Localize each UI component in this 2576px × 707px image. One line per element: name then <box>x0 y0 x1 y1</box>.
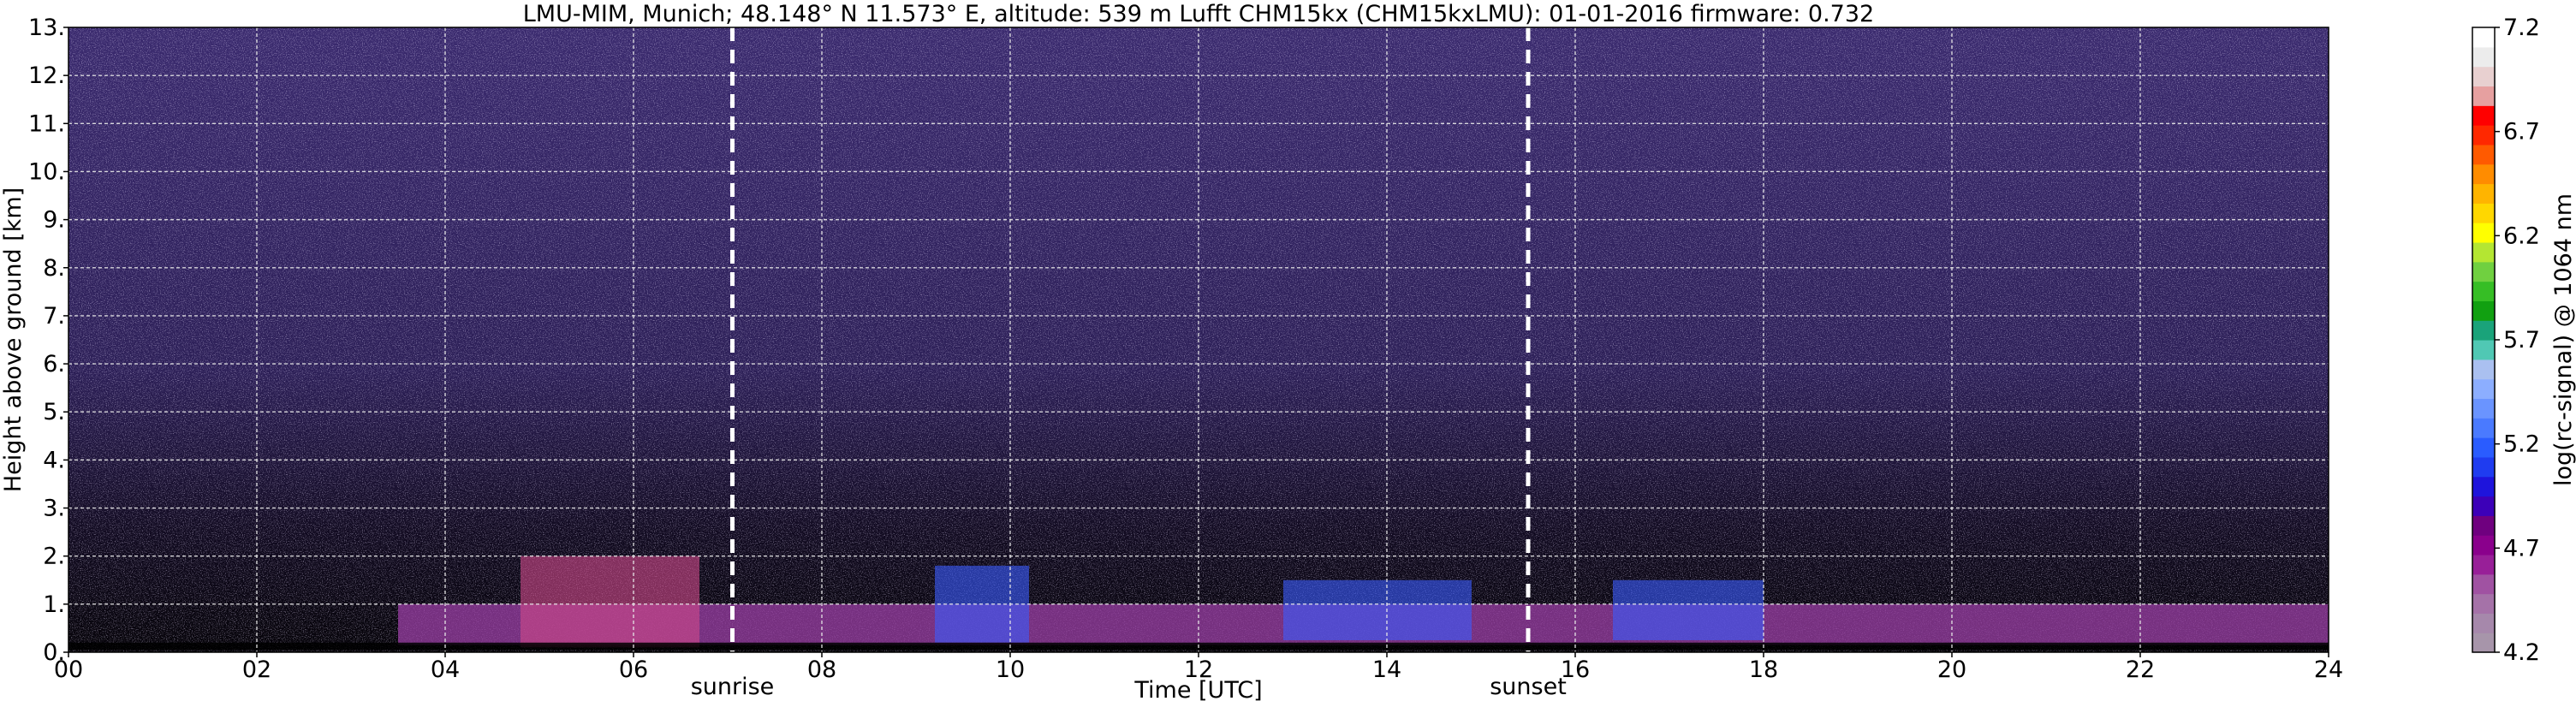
colorbar-segment <box>2472 203 2495 223</box>
colorbar-segment <box>2472 340 2495 360</box>
x-tick-label: 06 <box>619 656 648 683</box>
grid-lines <box>68 27 2329 652</box>
y-axis-label: Height above ground [km] <box>0 187 27 492</box>
colorbar-tick-label: 6.7 <box>2503 119 2540 146</box>
colorbar-segment <box>2472 46 2495 68</box>
y-tick-label: 3. <box>43 496 65 522</box>
x-axis-ticks: 00 02 04 06 08 10 12 14 16 18 20 22 24 <box>54 652 2343 683</box>
x-tick-label: 18 <box>1749 656 1778 683</box>
colorbar-segment <box>2472 320 2495 341</box>
y-tick-label: 4. <box>43 447 65 473</box>
chart-title: LMU-MIM, Munich; 48.148° N 11.573° E, al… <box>523 1 1874 27</box>
sunrise-label: sunrise <box>691 674 775 700</box>
y-tick-label: 12. <box>28 62 65 89</box>
colorbar-segment <box>2472 398 2495 419</box>
colorbar-ticks: 4.2 4.7 5.2 5.7 6.2 6.7 7.2 <box>2495 15 2540 666</box>
colorbar-segment <box>2472 261 2495 282</box>
colorbar-segment <box>2472 163 2495 185</box>
colorbar-segment <box>2472 27 2495 48</box>
x-tick-label: 14 <box>1372 656 1401 683</box>
y-tick-label: 1. <box>43 591 65 618</box>
colorbar-segment <box>2472 241 2495 263</box>
colorbar-segment <box>2472 515 2495 536</box>
colorbar-segment <box>2472 144 2495 165</box>
y-tick-label: 2. <box>43 544 65 570</box>
sun-marker-labels: sunrise sunset <box>691 674 1567 700</box>
y-tick-label: 0. <box>43 639 65 666</box>
colorbar <box>2472 27 2495 653</box>
colorbar-segment <box>2472 183 2495 204</box>
colorbar-segment <box>2472 535 2495 556</box>
colorbar-segment <box>2472 437 2495 458</box>
colorbar-segment <box>2472 125 2495 146</box>
x-tick-label: 16 <box>1561 656 1590 683</box>
x-tick-label: 04 <box>431 656 460 683</box>
y-tick-label: 7. <box>43 303 65 330</box>
colorbar-segment <box>2472 633 2495 653</box>
colorbar-segment <box>2472 359 2495 380</box>
colorbar-segment <box>2472 593 2495 614</box>
colorbar-segment <box>2472 300 2495 321</box>
colorbar-segment <box>2472 456 2495 478</box>
colorbar-segment <box>2472 105 2495 126</box>
colorbar-segment <box>2472 223 2495 243</box>
y-axis-ticks: 0. 1. 2. 3. 4. 5. 6. 7. 8. 9. 10. 11. 12. 13. <box>28 15 68 666</box>
heatmap-region <box>521 556 699 648</box>
x-tick-label: 22 <box>2126 656 2155 683</box>
colorbar-segment <box>2472 281 2495 301</box>
colorbar-segment <box>2472 378 2495 400</box>
colorbar-segment <box>2472 66 2495 87</box>
heatmap-region <box>1283 579 1472 640</box>
x-tick-label: 24 <box>2314 656 2343 683</box>
sun-markers <box>730 27 1531 652</box>
sunset-label: sunset <box>1490 674 1567 700</box>
colorbar-segment <box>2472 496 2495 516</box>
x-tick-label: 12 <box>1184 656 1213 683</box>
heatmap-region <box>1613 579 1764 640</box>
y-tick-label: 9. <box>43 207 65 234</box>
colorbar-tick-label: 5.7 <box>2503 327 2540 354</box>
colorbar-segment <box>2472 554 2495 575</box>
colorbar-tick-label: 6.2 <box>2503 223 2540 249</box>
y-tick-label: 13. <box>28 15 65 41</box>
plot-area <box>68 27 2329 652</box>
colorbar-tick-label: 7.2 <box>2503 15 2540 41</box>
x-tick-label: 10 <box>996 656 1025 683</box>
x-tick-label: 08 <box>807 656 836 683</box>
colorbar-segment <box>2472 613 2495 633</box>
colorbar-tick-label: 5.2 <box>2503 431 2540 458</box>
colorbar-tick-label: 4.2 <box>2503 639 2540 666</box>
x-tick-label: 20 <box>1937 656 1966 683</box>
colorbar-tick-label: 4.7 <box>2503 535 2540 561</box>
y-tick-label: 5. <box>43 399 65 425</box>
x-tick-label: 02 <box>242 656 271 683</box>
colorbar-segment <box>2472 476 2495 497</box>
colorbar-segment <box>2472 418 2495 438</box>
x-tick-label: 00 <box>54 656 83 683</box>
y-tick-label: 8. <box>43 255 65 282</box>
y-tick-label: 11. <box>28 110 65 137</box>
colorbar-segment <box>2472 86 2495 106</box>
colorbar-label: log(rc-signal) @ 1064 nm <box>2550 193 2576 486</box>
x-axis-label: Time [UTC] <box>1133 677 1262 704</box>
colorbar-segment <box>2472 573 2495 595</box>
y-tick-label: 10. <box>28 158 65 185</box>
y-tick-label: 6. <box>43 351 65 377</box>
